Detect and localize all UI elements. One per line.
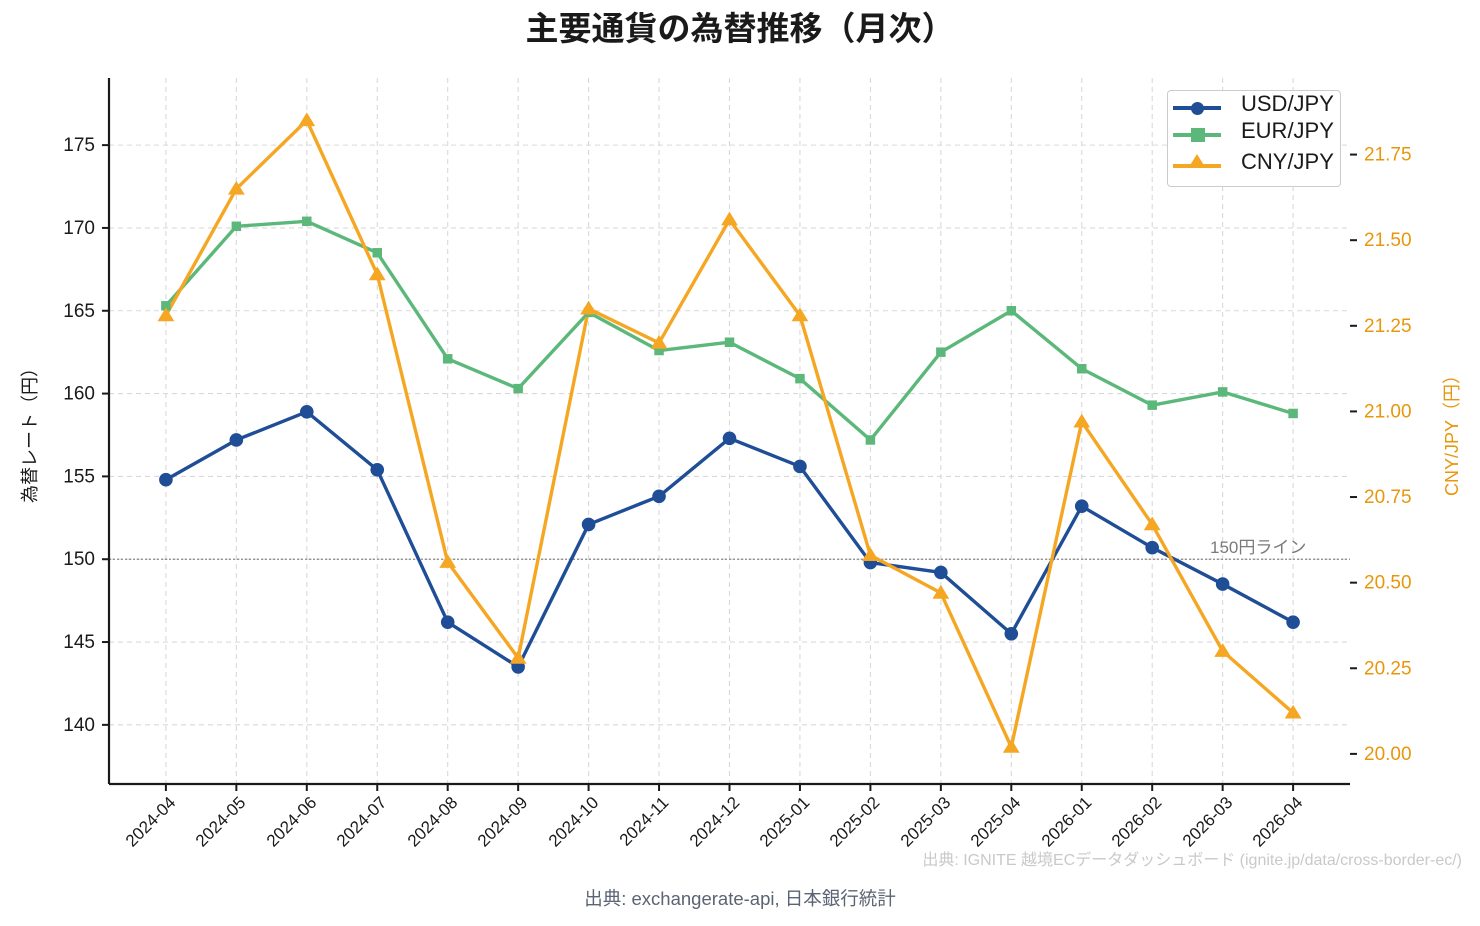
svg-text:170: 170 [63, 218, 95, 239]
svg-text:20.00: 20.00 [1364, 744, 1412, 765]
svg-text:155: 155 [63, 466, 95, 487]
svg-text:175: 175 [63, 135, 95, 156]
svg-text:21.75: 21.75 [1364, 145, 1412, 166]
svg-text:20.50: 20.50 [1364, 573, 1412, 594]
svg-text:21.25: 21.25 [1364, 316, 1412, 337]
svg-text:21.00: 21.00 [1364, 401, 1412, 422]
svg-text:150: 150 [63, 549, 95, 570]
svg-text:165: 165 [63, 301, 95, 322]
svg-text:140: 140 [63, 715, 95, 736]
svg-text:160: 160 [63, 384, 95, 405]
svg-text:21.50: 21.50 [1364, 230, 1412, 251]
svg-text:145: 145 [63, 632, 95, 653]
svg-text:20.75: 20.75 [1364, 487, 1412, 508]
svg-text:20.25: 20.25 [1364, 658, 1412, 679]
